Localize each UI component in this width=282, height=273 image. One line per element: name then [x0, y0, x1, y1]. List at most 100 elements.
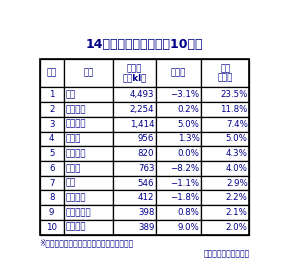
- FancyBboxPatch shape: [113, 191, 156, 205]
- Text: 6: 6: [49, 164, 54, 173]
- Text: 2.9%: 2.9%: [226, 179, 248, 188]
- Text: 398: 398: [138, 208, 154, 217]
- Text: 国名: 国名: [83, 69, 94, 78]
- Text: 0.0%: 0.0%: [178, 149, 199, 158]
- Text: 2.0%: 2.0%: [226, 223, 248, 232]
- FancyBboxPatch shape: [39, 220, 64, 235]
- Text: キリンビール大学調べ: キリンビール大学調べ: [203, 250, 249, 259]
- Text: イギリス: イギリス: [65, 193, 86, 202]
- Text: 4.3%: 4.3%: [226, 149, 248, 158]
- Text: 1: 1: [49, 90, 54, 99]
- Text: 前年比: 前年比: [171, 69, 186, 78]
- FancyBboxPatch shape: [201, 132, 249, 146]
- Text: 23.5%: 23.5%: [220, 90, 248, 99]
- FancyBboxPatch shape: [201, 59, 249, 87]
- Text: アメリカ: アメリカ: [65, 105, 86, 114]
- FancyBboxPatch shape: [64, 205, 113, 220]
- FancyBboxPatch shape: [64, 132, 113, 146]
- Text: 1,414: 1,414: [130, 120, 154, 129]
- FancyBboxPatch shape: [201, 220, 249, 235]
- Text: 3: 3: [49, 120, 54, 129]
- Text: 820: 820: [138, 149, 154, 158]
- Text: 7: 7: [49, 179, 54, 188]
- FancyBboxPatch shape: [39, 117, 64, 132]
- Text: 2.2%: 2.2%: [226, 193, 248, 202]
- FancyBboxPatch shape: [113, 220, 156, 235]
- Text: 2: 2: [49, 105, 54, 114]
- FancyBboxPatch shape: [113, 87, 156, 102]
- Text: 0.2%: 0.2%: [178, 105, 199, 114]
- FancyBboxPatch shape: [39, 59, 64, 87]
- Text: 4.0%: 4.0%: [226, 164, 248, 173]
- Text: 2.1%: 2.1%: [226, 208, 248, 217]
- FancyBboxPatch shape: [113, 161, 156, 176]
- FancyBboxPatch shape: [64, 59, 113, 87]
- FancyBboxPatch shape: [64, 87, 113, 102]
- FancyBboxPatch shape: [39, 102, 64, 117]
- FancyBboxPatch shape: [156, 220, 201, 235]
- FancyBboxPatch shape: [64, 102, 113, 117]
- Text: 9: 9: [49, 208, 54, 217]
- FancyBboxPatch shape: [64, 146, 113, 161]
- FancyBboxPatch shape: [39, 87, 64, 102]
- FancyBboxPatch shape: [39, 161, 64, 176]
- FancyBboxPatch shape: [201, 117, 249, 132]
- FancyBboxPatch shape: [64, 176, 113, 191]
- Text: 0.8%: 0.8%: [178, 208, 199, 217]
- FancyBboxPatch shape: [39, 146, 64, 161]
- FancyBboxPatch shape: [113, 176, 156, 191]
- Text: 412: 412: [138, 193, 154, 202]
- Text: 順位: 順位: [47, 69, 57, 78]
- Text: ※日本はビール・発泡酒・新ジャンルの合計: ※日本はビール・発泡酒・新ジャンルの合計: [39, 238, 134, 247]
- FancyBboxPatch shape: [201, 146, 249, 161]
- FancyBboxPatch shape: [156, 132, 201, 146]
- Text: ブラジル: ブラジル: [65, 120, 86, 129]
- FancyBboxPatch shape: [39, 132, 64, 146]
- Text: 国別
構成比: 国別 構成比: [218, 64, 233, 82]
- Text: 956: 956: [138, 134, 154, 143]
- Text: −3.1%: −3.1%: [170, 90, 199, 99]
- Text: 中国: 中国: [65, 90, 76, 99]
- FancyBboxPatch shape: [64, 220, 113, 235]
- FancyBboxPatch shape: [156, 102, 201, 117]
- FancyBboxPatch shape: [39, 205, 64, 220]
- FancyBboxPatch shape: [156, 117, 201, 132]
- Text: 生産量
（万kl）: 生産量 （万kl）: [122, 64, 147, 82]
- Text: 763: 763: [138, 164, 154, 173]
- FancyBboxPatch shape: [113, 59, 156, 87]
- FancyBboxPatch shape: [156, 161, 201, 176]
- Text: 5.0%: 5.0%: [226, 134, 248, 143]
- Text: ドイツ: ドイツ: [65, 134, 81, 143]
- FancyBboxPatch shape: [201, 102, 249, 117]
- Text: 14年ビール生産量上位10ヵ国: 14年ビール生産量上位10ヵ国: [86, 38, 203, 51]
- FancyBboxPatch shape: [156, 59, 201, 87]
- Text: 5.0%: 5.0%: [178, 120, 199, 129]
- FancyBboxPatch shape: [156, 146, 201, 161]
- FancyBboxPatch shape: [113, 102, 156, 117]
- FancyBboxPatch shape: [201, 161, 249, 176]
- FancyBboxPatch shape: [113, 146, 156, 161]
- Text: 8: 8: [49, 193, 54, 202]
- FancyBboxPatch shape: [64, 117, 113, 132]
- Text: −1.8%: −1.8%: [170, 193, 199, 202]
- Text: ポーランド: ポーランド: [65, 208, 91, 217]
- Text: 11.8%: 11.8%: [220, 105, 248, 114]
- Text: −8.2%: −8.2%: [170, 164, 199, 173]
- Text: ベトナム: ベトナム: [65, 223, 86, 232]
- Text: メキシコ: メキシコ: [65, 149, 86, 158]
- Text: 5: 5: [49, 149, 54, 158]
- FancyBboxPatch shape: [156, 205, 201, 220]
- FancyBboxPatch shape: [156, 87, 201, 102]
- FancyBboxPatch shape: [201, 176, 249, 191]
- FancyBboxPatch shape: [156, 176, 201, 191]
- FancyBboxPatch shape: [201, 191, 249, 205]
- FancyBboxPatch shape: [201, 87, 249, 102]
- FancyBboxPatch shape: [39, 191, 64, 205]
- Text: 546: 546: [138, 179, 154, 188]
- FancyBboxPatch shape: [201, 205, 249, 220]
- FancyBboxPatch shape: [64, 161, 113, 176]
- Text: 7.4%: 7.4%: [226, 120, 248, 129]
- FancyBboxPatch shape: [39, 176, 64, 191]
- Text: 4,493: 4,493: [130, 90, 154, 99]
- Text: 10: 10: [46, 223, 57, 232]
